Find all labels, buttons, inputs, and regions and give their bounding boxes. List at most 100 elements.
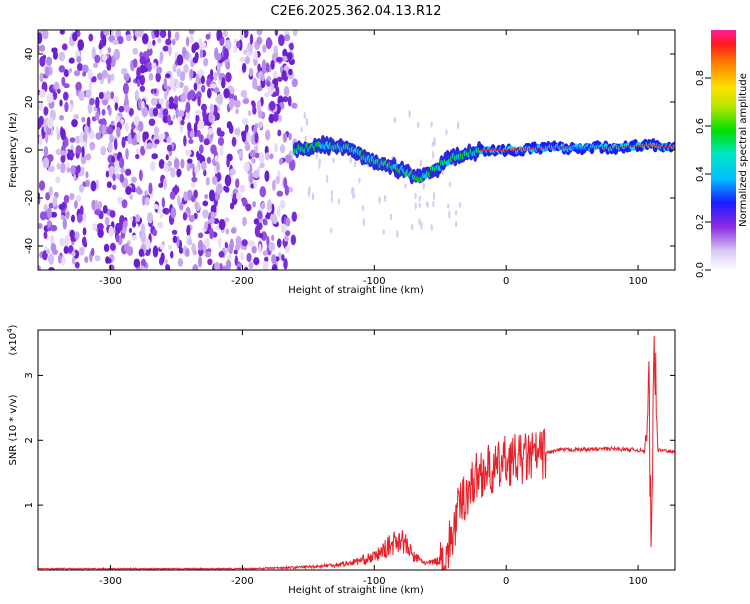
- noise-mark: [129, 194, 134, 200]
- noise-mark: [203, 138, 210, 146]
- noise-mark: [52, 196, 58, 208]
- noise-mark: [111, 155, 115, 164]
- noise-mark: [253, 257, 260, 266]
- noise-mark: [213, 218, 220, 225]
- noise-mark: [45, 66, 50, 77]
- noise-mark: [219, 144, 224, 157]
- noise-mark: [276, 205, 281, 218]
- noise-mark: [182, 212, 188, 221]
- noise-mark: [269, 153, 274, 160]
- noise-mark: [98, 124, 103, 135]
- noise-mark: [276, 238, 282, 248]
- noise-mark: [281, 254, 285, 262]
- noise-mark: [82, 132, 88, 143]
- noise-mark: [192, 249, 197, 256]
- noise-mark: [243, 30, 249, 39]
- signal-band-mark: [565, 146, 568, 149]
- noise-mark: [233, 249, 238, 255]
- noise-mark: [176, 68, 181, 77]
- noise-mark: [85, 89, 92, 99]
- noise-mark: [94, 209, 101, 216]
- noise-mark: [168, 101, 175, 110]
- noise-mark: [235, 235, 242, 247]
- signal-band-mark: [482, 148, 485, 152]
- noise-mark: [95, 110, 100, 121]
- noise-mark: [418, 218, 421, 226]
- noise-mark: [68, 67, 73, 74]
- noise-mark: [264, 152, 270, 161]
- noise-mark: [408, 109, 411, 119]
- noise-mark: [195, 73, 200, 86]
- noise-mark: [84, 256, 89, 264]
- noise-mark: [170, 250, 174, 259]
- noise-mark: [262, 261, 269, 270]
- noise-mark: [68, 152, 75, 158]
- noise-mark: [56, 88, 61, 94]
- noise-mark: [253, 180, 258, 190]
- noise-mark: [258, 121, 264, 129]
- noise-mark: [253, 218, 260, 225]
- noise-mark: [236, 192, 242, 201]
- noise-mark: [129, 216, 134, 223]
- noise-mark: [109, 133, 114, 143]
- noise-mark: [284, 230, 291, 237]
- noise-mark: [201, 42, 207, 48]
- noise-mark: [170, 167, 176, 178]
- noise-mark: [256, 30, 263, 36]
- noise-mark: [281, 223, 287, 233]
- noise-mark: [132, 58, 138, 68]
- noise-mark: [410, 223, 414, 231]
- noise-mark: [92, 62, 99, 68]
- noise-mark: [167, 30, 172, 40]
- noise-mark: [183, 191, 188, 202]
- noise-mark: [249, 149, 256, 158]
- noise-mark: [205, 176, 210, 186]
- noise-mark: [152, 203, 159, 210]
- noise-mark: [141, 106, 148, 118]
- noise-mark: [177, 109, 185, 118]
- noise-mark: [236, 40, 241, 49]
- noise-mark: [272, 215, 278, 225]
- noise-mark: [239, 184, 246, 194]
- noise-mark: [190, 181, 196, 188]
- noise-mark: [118, 157, 125, 169]
- noise-mark: [125, 34, 132, 42]
- noise-mark: [224, 39, 232, 51]
- noise-mark: [176, 54, 184, 66]
- noise-mark: [49, 234, 55, 246]
- noise-mark: [274, 30, 279, 37]
- noise-mark: [147, 40, 152, 50]
- noise-mark: [198, 255, 202, 268]
- noise-mark: [186, 122, 192, 132]
- noise-mark: [259, 162, 265, 169]
- noise-mark: [163, 77, 168, 90]
- noise-mark: [60, 162, 66, 174]
- noise-mark: [139, 265, 145, 270]
- noise-mark: [98, 91, 104, 100]
- noise-mark: [216, 30, 221, 42]
- noise-mark: [66, 167, 71, 173]
- noise-mark: [125, 148, 129, 160]
- noise-mark: [132, 47, 139, 55]
- noise-mark: [189, 163, 195, 169]
- noise-mark: [124, 122, 129, 133]
- noise-mark: [209, 83, 217, 89]
- noise-mark: [283, 177, 288, 189]
- noise-mark: [137, 120, 144, 132]
- noise-mark: [213, 87, 220, 94]
- noise-mark: [202, 200, 209, 207]
- noise-mark: [281, 55, 288, 62]
- noise-mark: [290, 234, 297, 246]
- noise-mark: [60, 128, 66, 141]
- noise-mark: [91, 116, 97, 122]
- noise-mark: [286, 52, 293, 61]
- noise-mark: [183, 64, 189, 74]
- noise-mark: [215, 112, 220, 121]
- noise-mark: [162, 208, 167, 214]
- noise-mark: [210, 144, 217, 155]
- noise-mark: [252, 169, 260, 179]
- noise-mark: [259, 186, 267, 198]
- noise-mark: [202, 209, 209, 219]
- noise-mark: [233, 45, 237, 54]
